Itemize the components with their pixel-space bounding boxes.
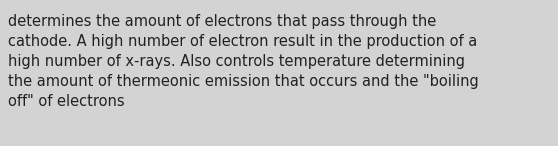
Text: determines the amount of electrons that pass through the
cathode. A high number : determines the amount of electrons that … <box>8 14 479 109</box>
